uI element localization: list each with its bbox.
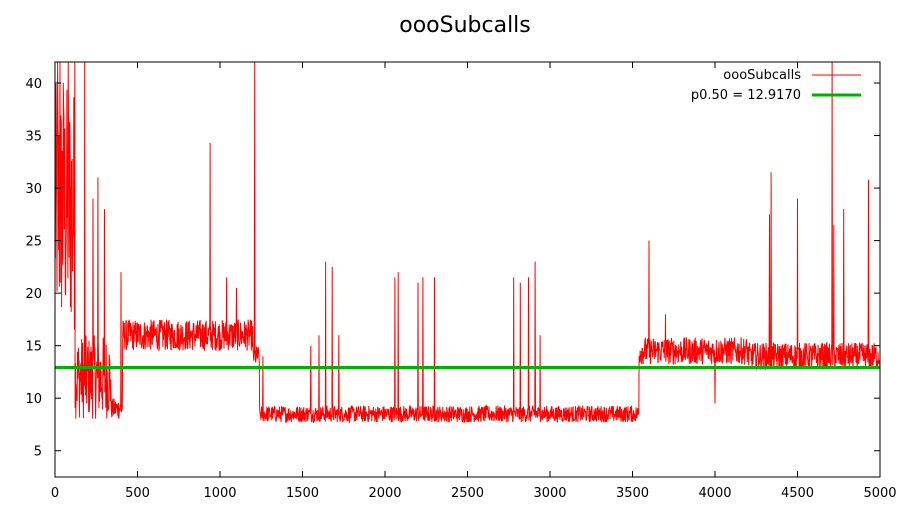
x-tick-label: 3500 (616, 486, 649, 501)
series-line-ooosubcalls (55, 62, 880, 424)
y-tick-label: 5 (34, 445, 42, 460)
legend-label-series: oooSubcalls (723, 68, 801, 83)
x-tick-label: 1000 (203, 486, 236, 501)
x-tick-label: 4000 (698, 486, 731, 501)
legend-label-median: p0.50 = 12.9170 (691, 88, 801, 103)
y-tick-label: 30 (25, 182, 42, 197)
y-tick-label: 35 (25, 130, 42, 145)
x-tick-label: 5000 (863, 486, 896, 501)
y-tick-label: 40 (25, 77, 42, 92)
x-tick-label: 4500 (781, 486, 814, 501)
axes: 0 500 1000 1500 2000 2500 3000 3500 4000 4500 5000… (25, 61, 897, 501)
y-tick-label: 15 (25, 340, 42, 355)
x-tick-label: 500 (125, 486, 150, 501)
chart-title: oooSubcalls (399, 13, 531, 38)
x-tick-label: 2500 (451, 486, 484, 501)
legend: oooSubcalls p0.50 = 12.9170 (691, 68, 861, 103)
y-tick-label: 25 (25, 235, 42, 250)
plot-area (55, 62, 880, 424)
x-tick-label: 2000 (368, 486, 401, 501)
y-tick-label: 10 (25, 392, 42, 407)
x-tick-label: 1500 (286, 486, 319, 501)
y-tick-label: 20 (25, 287, 42, 302)
x-tick-label: 3000 (533, 486, 566, 501)
x-tick-label: 0 (51, 486, 59, 501)
